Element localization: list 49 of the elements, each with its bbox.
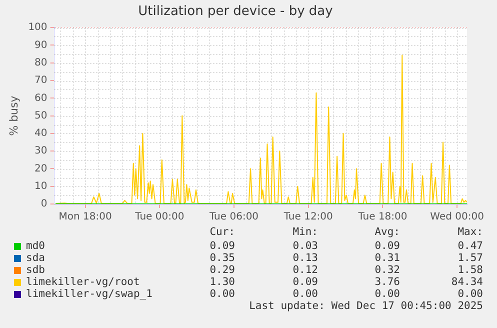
x-tick-label: Tue 18:00 bbox=[357, 212, 408, 223]
text: Cur: bbox=[210, 226, 235, 238]
text: 0.09 bbox=[374, 240, 400, 252]
text: 1.57 bbox=[458, 252, 483, 264]
y-tick-label: 10 bbox=[34, 180, 48, 192]
text: Last update: Wed Dec 17 00:45:00 2025 bbox=[249, 300, 483, 312]
text: 0.00 bbox=[292, 288, 318, 300]
y-axis-title: % busy bbox=[7, 95, 20, 136]
text: Min: bbox=[292, 226, 318, 238]
x-tick-label: Tue 06:00 bbox=[208, 212, 259, 223]
legend-label: limekiller-vg/swap_1 bbox=[26, 288, 152, 300]
text: 0.29 bbox=[210, 264, 235, 276]
text: 0.03 bbox=[292, 240, 318, 252]
y-tick-label: 20 bbox=[34, 163, 48, 174]
y-tick-label: 50 bbox=[34, 110, 48, 122]
text: 0.00 bbox=[374, 288, 400, 300]
text: 0.32 bbox=[374, 264, 400, 276]
text: 0.35 bbox=[210, 252, 235, 264]
text: 84.34 bbox=[451, 276, 483, 288]
text: 0.47 bbox=[458, 240, 483, 252]
y-tick-label: 30 bbox=[34, 146, 48, 157]
text: Max: bbox=[458, 226, 483, 238]
text: 3.76 bbox=[374, 276, 400, 288]
y-tick-label: 80 bbox=[34, 57, 48, 68]
text: 0.13 bbox=[292, 252, 318, 264]
text: 0.00 bbox=[458, 288, 483, 300]
text: Avg: bbox=[374, 226, 400, 238]
legend-label: limekiller-vg/root bbox=[26, 276, 140, 288]
text: 0.00 bbox=[210, 288, 235, 300]
y-tick-label: 40 bbox=[34, 128, 48, 140]
text: 1.58 bbox=[458, 264, 483, 276]
legend-label: sdb bbox=[26, 264, 45, 276]
x-tick-label: Wed 00:00 bbox=[430, 212, 484, 223]
text: 0.12 bbox=[292, 264, 318, 276]
legend-label: sda bbox=[26, 252, 45, 264]
text: 0.09 bbox=[210, 240, 235, 252]
legend-label: md0 bbox=[26, 240, 45, 252]
chart-title: Utilization per device - by day bbox=[138, 4, 334, 20]
x-tick-label: Tue 12:00 bbox=[282, 212, 333, 223]
y-tick-label: 90 bbox=[34, 40, 48, 51]
text: 1.30 bbox=[210, 276, 235, 288]
y-tick-label: 60 bbox=[34, 92, 48, 104]
x-tick-label: Mon 18:00 bbox=[58, 212, 112, 223]
text: 0.31 bbox=[374, 252, 400, 264]
y-tick-label: 100 bbox=[28, 22, 48, 34]
y-tick-label: 0 bbox=[40, 198, 48, 210]
y-tick-label: 70 bbox=[34, 75, 48, 86]
text: 0.09 bbox=[292, 276, 318, 288]
x-tick-label: Tue 00:00 bbox=[134, 212, 184, 223]
